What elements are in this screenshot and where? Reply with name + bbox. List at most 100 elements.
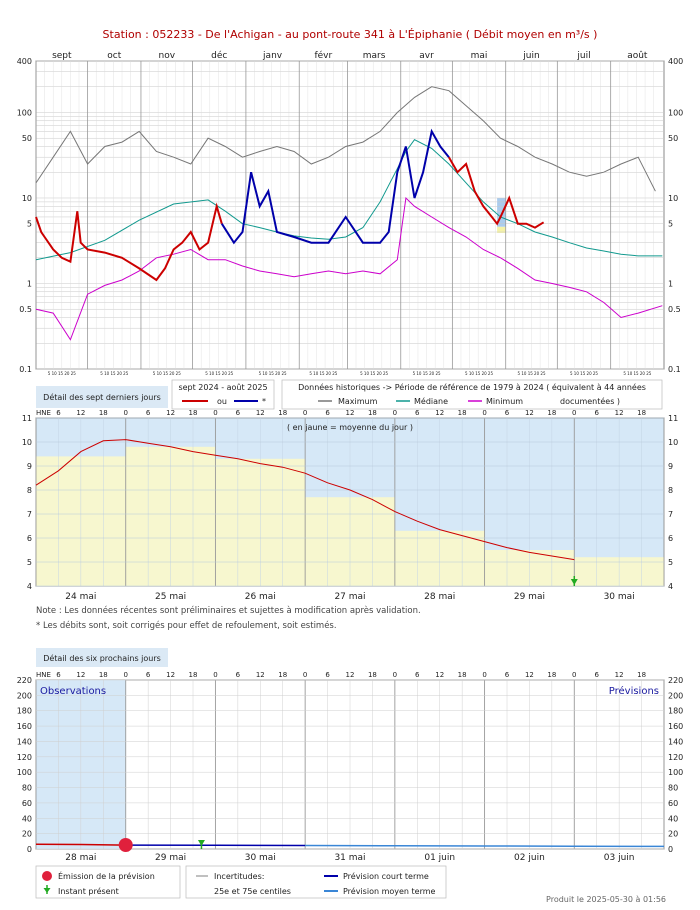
day-label-2: 26 mai: [245, 592, 276, 602]
page-title: Station : 052233 - De l'Achigan - au pon…: [102, 28, 598, 41]
hour-tick: 0: [303, 409, 307, 417]
month-label-7: avr: [419, 51, 434, 61]
day-tick-labels: 5 10 15 20 25: [518, 371, 546, 376]
annual-ytick-right: 50: [668, 134, 678, 143]
forecast-ytick-left: 20: [22, 830, 32, 839]
forecast-legend-box-1: [35, 865, 181, 899]
series-maximum: [35, 86, 656, 192]
detail-six-days-button: [36, 648, 168, 667]
hour-tick: 12: [525, 409, 534, 417]
forecast-day-label-0: 28 mai: [65, 853, 96, 863]
forecast-hour-tick: 12: [615, 671, 624, 679]
month-label-2: nov: [158, 51, 175, 61]
forecast-ytick-right: 60: [668, 799, 678, 808]
legend-maximum-label: Maximum: [338, 397, 378, 406]
forecast-hour-tick: 18: [189, 671, 198, 679]
historic-legend-box: [281, 379, 663, 410]
series-minimum: [35, 196, 663, 341]
detail-six-days-label: Détail des six prochains jours: [43, 653, 161, 663]
day-tick-labels: 5 10 15 20 25: [413, 371, 441, 376]
daily-mean-caption: ( en jaune = moyenne du jour ): [287, 423, 413, 432]
annual-ytick-left: 50: [22, 134, 32, 143]
legend-documented-label: documentées ): [560, 396, 620, 406]
forecast-present-marker: [197, 840, 205, 846]
day-tick-labels: 5 10 15 20 25: [623, 371, 651, 376]
forecast-hour-tick: 12: [346, 671, 355, 679]
hour-tick: 12: [256, 409, 265, 417]
forecasts-label: Prévisions: [609, 685, 659, 697]
forecast-day-label-3: 31 mai: [334, 853, 365, 863]
forecast-day-label-1: 29 mai: [155, 853, 186, 863]
hour-tick: 18: [458, 409, 467, 417]
day-label-6: 30 mai: [604, 592, 635, 602]
legend-uncertainty-label: Incertitudes:: [214, 872, 264, 881]
series-median: [35, 139, 663, 261]
hour-tick: 0: [213, 409, 217, 417]
forecast-hour-tick: 12: [525, 671, 534, 679]
hour-tick: 0: [393, 409, 397, 417]
annual-ytick-left: 10: [22, 194, 32, 203]
seven-days-ytick-right: 7: [668, 510, 673, 519]
hour-tick: 12: [76, 409, 85, 417]
forecast-hour-tick: 6: [236, 671, 241, 679]
forecast-hour-tick: 0: [123, 671, 127, 679]
forecast-ytick-right: 40: [668, 814, 678, 823]
forecast-ytick-right: 180: [668, 707, 683, 716]
day-label-5: 29 mai: [514, 592, 545, 602]
forecast-hour-tick: 18: [637, 671, 646, 679]
hour-tick: 12: [166, 409, 175, 417]
forecast-day-label-2: 30 mai: [245, 853, 276, 863]
forecast-series-2: [305, 844, 665, 848]
forecast-hour-tick: 6: [146, 671, 151, 679]
seven-days-ytick-left: 11: [22, 414, 32, 423]
month-label-1: oct: [107, 51, 121, 61]
hour-tick: 6: [594, 409, 599, 417]
forecast-ytick-left: 0: [27, 845, 32, 854]
current-legend-box: [171, 379, 275, 410]
forecast-hour-tick: 18: [278, 671, 287, 679]
forecast-hour-tick: 18: [368, 671, 377, 679]
forecast-series-0: [35, 843, 126, 846]
month-label-9: juin: [522, 51, 539, 61]
annual-ytick-left: 5: [27, 220, 32, 229]
recent-days-mean-highlight: [497, 226, 506, 233]
month-label-11: août: [627, 51, 648, 61]
forecast-hour-tick: 0: [393, 671, 397, 679]
forecast-hour-tick: 12: [166, 671, 175, 679]
produced-timestamp: Produit le 2025-05-30 à 01:56: [546, 895, 666, 904]
hour-tick: 12: [435, 409, 444, 417]
hour-tick: 0: [572, 409, 576, 417]
forecast-hour-tick: 12: [435, 671, 444, 679]
seven-days-ytick-right: 6: [668, 534, 673, 543]
legend-corrected-label: ou: [217, 397, 227, 406]
series-current-corrected-0: [35, 202, 223, 282]
hne-label-top: HNE: [36, 409, 51, 417]
forecast-ytick-right: 160: [668, 722, 683, 731]
forecast-ytick-left: 120: [17, 753, 32, 762]
annual-ytick-left: 0.1: [19, 365, 32, 374]
forecast-ytick-left: 180: [17, 707, 32, 716]
annual-ytick-left: 0.5: [19, 305, 32, 314]
day-label-4: 28 mai: [424, 592, 455, 602]
forecast-ytick-right: 220: [668, 676, 683, 685]
hour-tick: 6: [415, 409, 420, 417]
forecast-day-label-5: 02 juin: [514, 853, 545, 863]
detail-seven-days-label: Détail des sept derniers jours: [43, 392, 161, 402]
legend-mid-term-label: Prévision moyen terme: [343, 886, 436, 896]
legend-emission-swatch: [42, 871, 52, 881]
seven-days-ytick-right: 8: [668, 486, 673, 495]
hne-label-forecast: HNE: [36, 671, 51, 679]
annual-ytick-right: 0.5: [668, 305, 681, 314]
forecast-hour-tick: 0: [303, 671, 307, 679]
forecast-hour-tick: 12: [256, 671, 265, 679]
hour-tick: 6: [146, 409, 151, 417]
present-marker: [570, 579, 578, 585]
forecast-hour-tick: 6: [415, 671, 420, 679]
legend-present-swatch: [43, 888, 51, 893]
annual-ytick-left: 1: [27, 279, 32, 288]
seven-days-ytick-left: 5: [27, 558, 32, 567]
seven-days-ytick-right: 9: [668, 462, 673, 471]
forecast-ytick-right: 140: [668, 737, 683, 746]
forecast-day-label-4: 01 juin: [424, 853, 455, 863]
